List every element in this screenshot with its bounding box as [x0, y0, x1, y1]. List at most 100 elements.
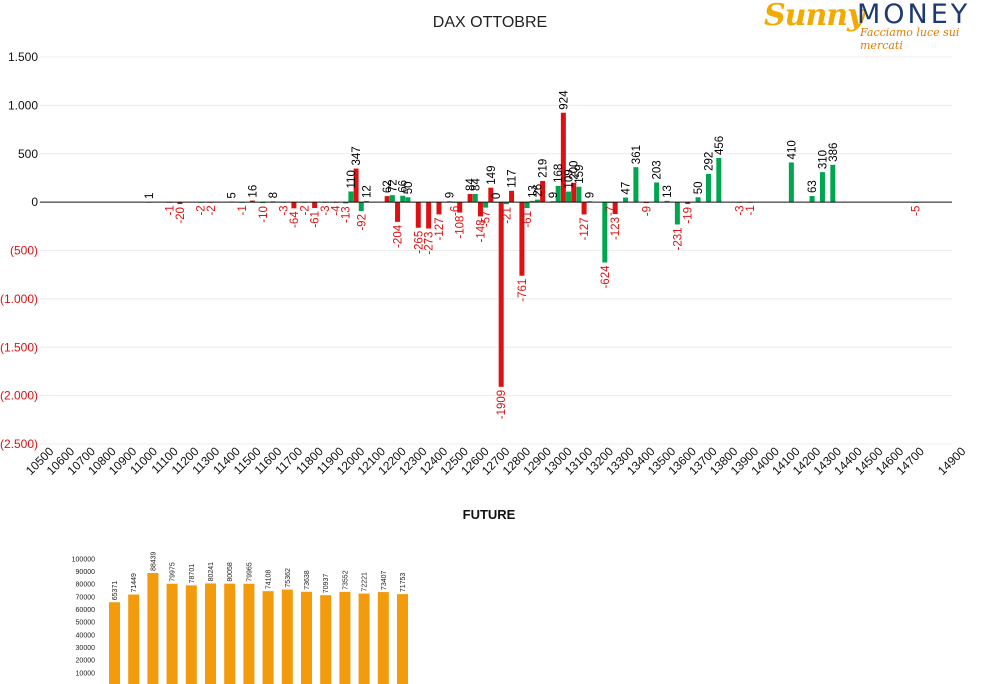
data-label: 62 — [382, 180, 394, 193]
future-data-label: 71449 — [131, 573, 138, 593]
bar — [483, 202, 489, 208]
logo-word-money: MONEY — [857, 0, 971, 30]
bar — [363, 200, 369, 203]
y-tick-label: 1.000 — [8, 98, 38, 112]
bar — [534, 199, 540, 203]
data-label: 110 — [346, 170, 358, 188]
bars — [146, 112, 919, 387]
logo-tagline: Facciamo luce sui mercati — [860, 26, 960, 52]
future-data-label: 65371 — [112, 581, 119, 601]
data-label: 50 — [693, 181, 705, 194]
bar — [705, 173, 711, 203]
future-y-tick-label: 90000 — [76, 569, 96, 576]
data-label: 159 — [574, 165, 586, 184]
y-tick-label: 500 — [18, 147, 38, 161]
future-y-tick-label: 20000 — [76, 658, 96, 665]
bar — [405, 197, 411, 203]
bar — [674, 202, 680, 225]
data-label: -3 — [735, 205, 747, 215]
future-y-tick-label: 50000 — [76, 620, 96, 627]
data-label: 1 — [144, 193, 156, 199]
data-label: 292 — [703, 152, 715, 171]
bar — [400, 195, 406, 203]
bar — [788, 162, 794, 203]
y-tick-label: 0 — [31, 195, 38, 209]
data-label: -57 — [481, 211, 493, 228]
data-label: 9 — [548, 192, 560, 198]
future-bar — [166, 583, 178, 684]
data-label: -1 — [745, 205, 757, 215]
x-tick-label: 14900 — [935, 444, 969, 478]
data-label: 168 — [553, 164, 565, 183]
data-label: -2 — [196, 205, 208, 215]
y-tick-label: (2.500) — [0, 437, 38, 451]
future-y-axis: 10000 20000 30000 40000 50000 60000 70000 80000… — [72, 556, 95, 677]
bar — [472, 193, 478, 203]
future-data-label: 73638 — [304, 570, 311, 590]
bar — [664, 200, 670, 203]
bar — [695, 197, 701, 203]
bar — [519, 202, 525, 276]
data-label: -10 — [258, 206, 270, 223]
data-label: 84 — [470, 178, 482, 191]
bar — [353, 168, 359, 203]
data-label: 9 — [584, 192, 596, 198]
future-bar — [128, 594, 140, 684]
y-tick-label: (2.000) — [0, 389, 38, 403]
future-data-label: 88439 — [150, 551, 157, 571]
future-bar — [301, 591, 312, 684]
bar — [384, 196, 390, 203]
data-label: -20 — [175, 207, 187, 224]
future-data-label: 80241 — [208, 562, 215, 582]
bar — [509, 190, 515, 203]
bar — [358, 202, 364, 212]
data-label: -127 — [579, 217, 591, 240]
data-label: -6 — [450, 206, 462, 216]
data-label: 310 — [817, 150, 829, 169]
bar — [819, 172, 825, 203]
data-label: 5 — [227, 192, 239, 198]
bar — [177, 202, 183, 205]
bar — [623, 197, 629, 203]
data-label: -9 — [641, 206, 653, 216]
data-label: -204 — [393, 224, 405, 248]
bar — [529, 200, 535, 203]
data-label: -265 — [413, 231, 425, 254]
bar — [716, 158, 722, 203]
bar — [576, 186, 582, 203]
future-bar — [339, 591, 351, 684]
data-label: 63 — [807, 180, 819, 193]
data-label: 361 — [631, 145, 643, 164]
bar — [291, 202, 297, 209]
data-label: 47 — [621, 182, 633, 195]
y-tick-label: (1.000) — [0, 292, 38, 306]
data-label: -273 — [424, 232, 436, 255]
bar — [809, 196, 815, 203]
data-label: 26 — [532, 184, 544, 197]
bar — [348, 191, 354, 203]
y-tick-label: (500) — [10, 244, 38, 258]
future-title: FUTURE — [463, 507, 516, 522]
data-label: 109 — [564, 169, 576, 188]
bar — [436, 202, 442, 215]
future-y-tick-label: 30000 — [76, 645, 96, 652]
y-axis: 1.500 1.000 500 0 (500) (1.000) (1.500) (2.000)… — [0, 50, 38, 451]
future-bar — [243, 583, 255, 684]
future-bars — [109, 573, 408, 684]
data-label: 8 — [268, 192, 280, 198]
future-y-tick-label: 70000 — [76, 594, 96, 601]
future-y-tick-label: 60000 — [76, 607, 96, 614]
future-bar — [377, 592, 389, 684]
future-data-label: 73552 — [342, 570, 349, 590]
future-data-label: 71753 — [400, 573, 407, 593]
bar — [830, 164, 836, 203]
sunny-money-logo: Sunny MONEY Facciamo luce sui mercati — [762, 0, 991, 52]
data-label: 50 — [403, 181, 415, 194]
bar — [249, 200, 255, 203]
future-y-tick-label: 10000 — [76, 670, 96, 677]
data-label: -3 — [320, 205, 332, 215]
future-y-tick-label: 80000 — [76, 582, 96, 589]
data-label: -13 — [341, 206, 353, 223]
future-data-label: 79975 — [170, 562, 177, 582]
future-bar — [147, 573, 159, 684]
